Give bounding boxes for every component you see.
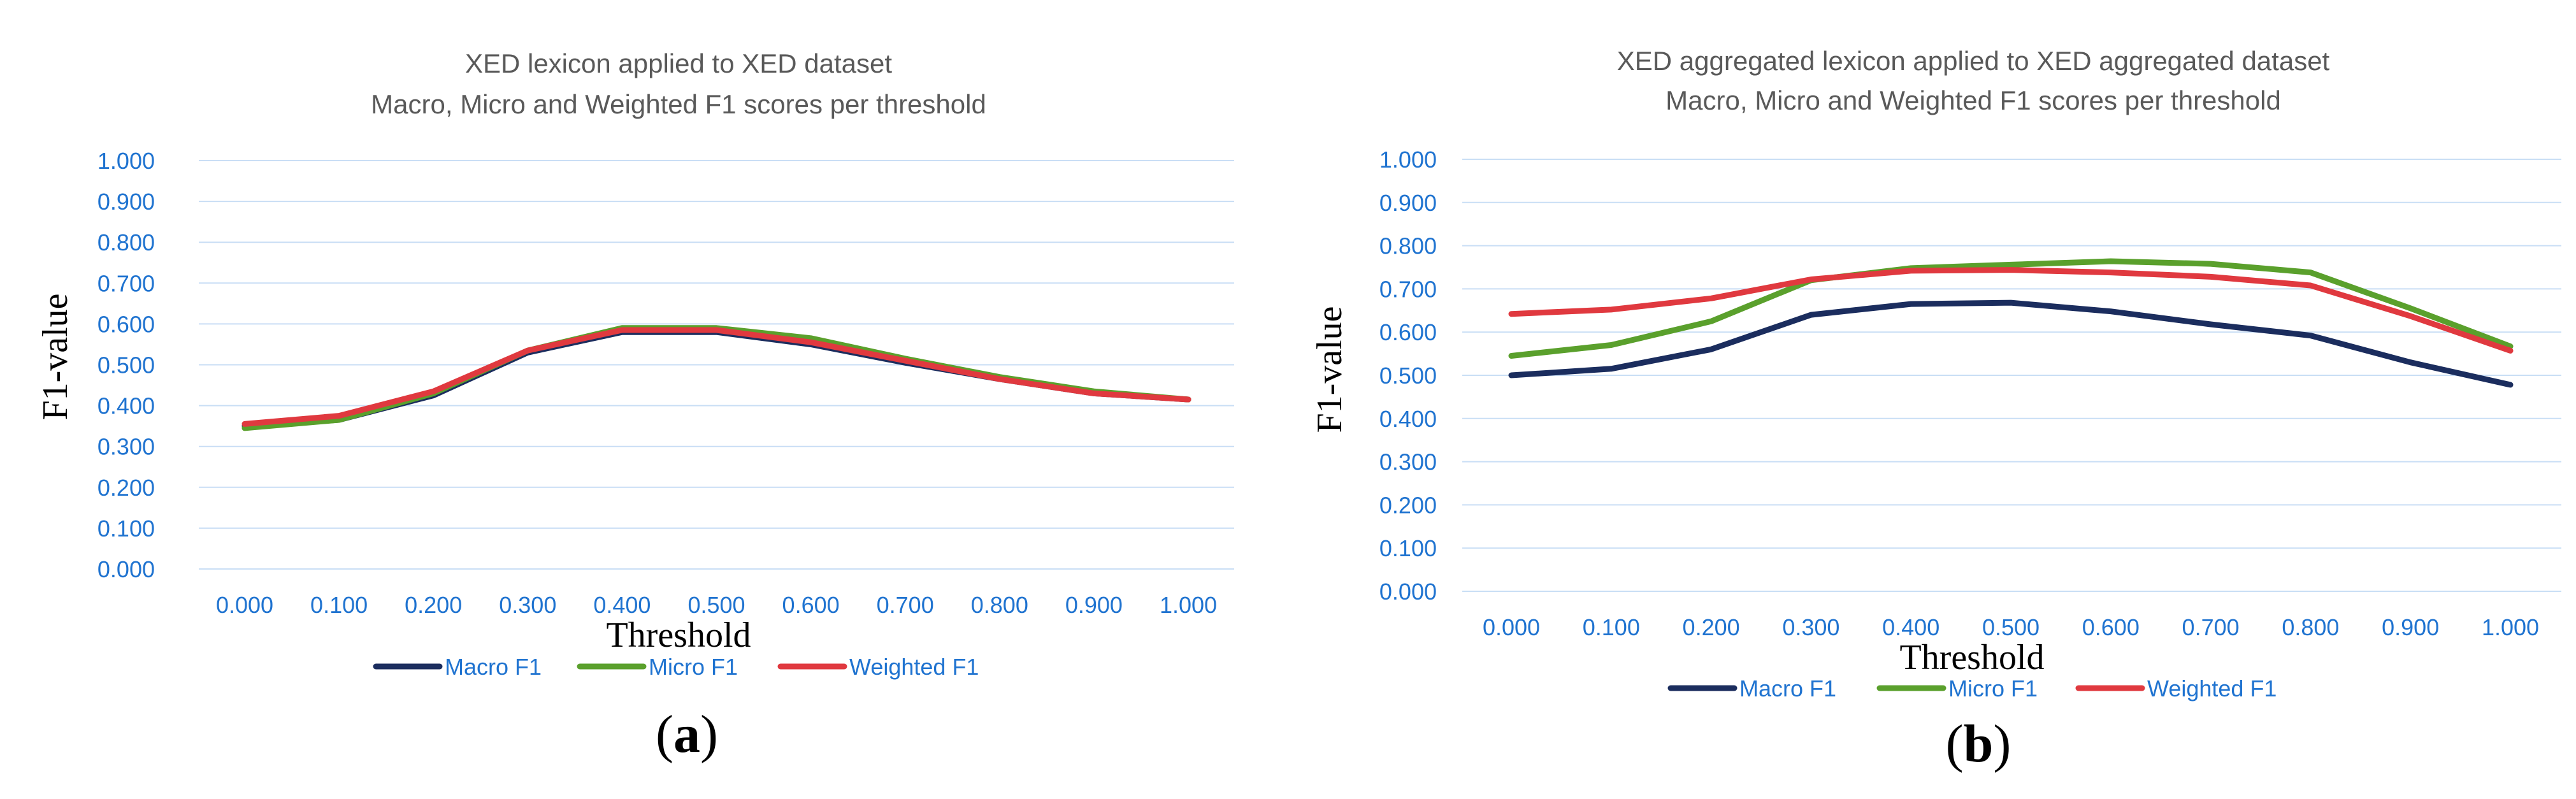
- chart-title: XED aggregated lexicon applied to XED ag…: [1617, 46, 2330, 76]
- x-tick-label: 0.300: [499, 592, 556, 618]
- series-line-weighted-f1: [1508, 267, 2514, 354]
- y-tick-label: 0.700: [97, 270, 155, 296]
- x-tick-label: 1.000: [1160, 592, 1217, 618]
- y-tick-label: 0.400: [1379, 406, 1437, 432]
- x-tick-label: 0.800: [971, 592, 1028, 618]
- y-tick-label: 0.000: [97, 556, 155, 582]
- x-tick-label: 0.300: [1782, 614, 1839, 640]
- panel-label: (b): [1946, 714, 2011, 774]
- y-tick-label: 0.200: [1379, 492, 1437, 518]
- x-tick-label: 0.600: [782, 592, 840, 618]
- legend-label: Micro F1: [1948, 675, 2038, 702]
- y-tick-label: 0.000: [1379, 579, 1437, 605]
- x-tick-label: 0.100: [310, 592, 368, 618]
- chart-panel-a: XED lexicon applied to XED dataset Macro,…: [36, 48, 1234, 764]
- legend-label: Weighted F1: [849, 654, 979, 680]
- y-tick-label: 0.900: [1379, 190, 1437, 216]
- y-tick-label: 1.000: [97, 148, 155, 174]
- chart-subtitle: Macro, Micro and Weighted F1 scores per …: [1666, 85, 2281, 115]
- y-tick-label: 0.800: [1379, 233, 1437, 259]
- chart-panel-b: XED aggregated lexicon applied to XED ag…: [1310, 46, 2561, 774]
- series-line-weighted-f1: [241, 327, 1191, 427]
- x-tick-label: 0.400: [593, 592, 651, 618]
- x-axis-title: Threshold: [1899, 638, 2044, 677]
- x-tick-label: 0.400: [1882, 614, 1939, 640]
- y-tick-label: 0.800: [97, 229, 155, 256]
- legend-label: Macro F1: [1739, 675, 1836, 702]
- x-tick-label: 0.000: [216, 592, 273, 618]
- y-tick-label: 1.000: [1379, 147, 1437, 173]
- x-tick-label: 0.800: [2282, 614, 2339, 640]
- y-tick-label: 0.700: [1379, 276, 1437, 302]
- y-tick-label: 0.400: [97, 393, 155, 419]
- x-tick-label: 0.000: [1483, 614, 1540, 640]
- y-tick-label: 0.300: [1379, 449, 1437, 475]
- panel-label: (a): [656, 705, 718, 764]
- series-line-macro-f1: [241, 329, 1191, 429]
- y-tick-label: 0.300: [97, 434, 155, 460]
- legend-label: Micro F1: [649, 654, 738, 680]
- y-axis-title: F1-value: [1310, 306, 1349, 433]
- x-tick-label: 1.000: [2482, 614, 2539, 640]
- x-tick-label: 0.700: [2182, 614, 2240, 640]
- x-tick-label: 0.600: [2082, 614, 2140, 640]
- y-tick-label: 0.200: [97, 475, 155, 501]
- legend-label: Weighted F1: [2147, 675, 2277, 702]
- legend-label: Macro F1: [445, 654, 542, 680]
- y-tick-label: 0.500: [97, 352, 155, 378]
- y-tick-label: 0.600: [1379, 319, 1437, 345]
- x-axis-title: Threshold: [606, 615, 751, 655]
- x-tick-label: 0.200: [405, 592, 462, 618]
- x-tick-label: 0.100: [1583, 614, 1640, 640]
- y-tick-label: 0.500: [1379, 363, 1437, 389]
- chart-title: XED lexicon applied to XED dataset: [465, 48, 892, 78]
- y-tick-label: 0.100: [1379, 535, 1437, 561]
- y-axis-title: F1-value: [36, 293, 75, 420]
- series-line-micro-f1: [1508, 258, 2514, 359]
- y-tick-label: 0.600: [97, 311, 155, 337]
- x-tick-label: 0.900: [1065, 592, 1123, 618]
- x-tick-label: 0.900: [2382, 614, 2439, 640]
- x-tick-label: 0.500: [1982, 614, 2040, 640]
- y-tick-label: 0.100: [97, 515, 155, 542]
- x-tick-label: 0.500: [687, 592, 745, 618]
- series-line-macro-f1: [1508, 299, 2514, 388]
- chart-subtitle: Macro, Micro and Weighted F1 scores per …: [371, 89, 986, 119]
- y-tick-label: 0.900: [97, 189, 155, 215]
- x-tick-label: 0.200: [1683, 614, 1740, 640]
- series-line-micro-f1: [241, 325, 1191, 431]
- x-tick-label: 0.700: [877, 592, 934, 618]
